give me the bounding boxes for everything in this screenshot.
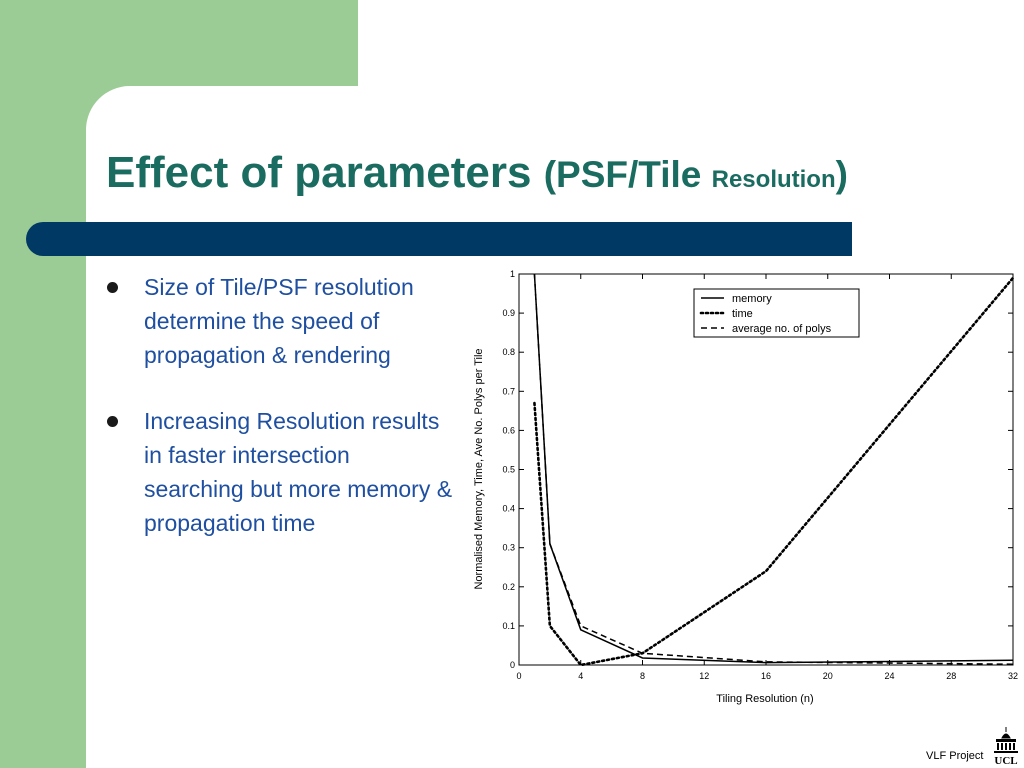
x-tick-label: 20 bbox=[823, 671, 833, 681]
title-underline-bar bbox=[26, 222, 852, 256]
x-tick-label: 0 bbox=[516, 671, 521, 681]
x-tick-label: 16 bbox=[761, 671, 771, 681]
ucl-logo: UCL bbox=[994, 727, 1018, 766]
x-tick-label: 24 bbox=[884, 671, 894, 681]
y-tick-label: 0.7 bbox=[502, 386, 515, 396]
x-tick-label: 4 bbox=[578, 671, 583, 681]
x-tick-label: 8 bbox=[640, 671, 645, 681]
bullet-list: Size of Tile/PSF resolution determine th… bbox=[104, 270, 454, 572]
title-paren-close: ) bbox=[835, 154, 848, 195]
y-tick-label: 0.5 bbox=[502, 465, 515, 475]
y-tick-label: 0.4 bbox=[502, 504, 515, 514]
y-tick-label: 0 bbox=[510, 660, 515, 670]
y-tick-label: 0.9 bbox=[502, 308, 515, 318]
y-tick-label: 0.8 bbox=[502, 347, 515, 357]
plot-area bbox=[518, 273, 1014, 666]
footer-text: VLF Project bbox=[926, 750, 984, 762]
x-tick-label: 32 bbox=[1008, 671, 1018, 681]
y-tick-label: 0.1 bbox=[502, 621, 515, 631]
bullet-item: Size of Tile/PSF resolution determine th… bbox=[104, 270, 454, 372]
title-main: Effect of parameters bbox=[106, 148, 544, 197]
series-line-time bbox=[533, 276, 1015, 667]
legend-label: memory bbox=[732, 293, 772, 305]
bullet-text: Increasing Resolution results in faster … bbox=[144, 408, 453, 536]
slide-title: Effect of parameters (PSF/Tile Resolutio… bbox=[106, 148, 848, 198]
y-tick-label: 0.3 bbox=[502, 543, 515, 553]
line-chart: Normalised Memory, Time, Ave No. Polys p… bbox=[473, 269, 1018, 705]
x-tick-label: 28 bbox=[946, 671, 956, 681]
y-tick-label: 1 bbox=[510, 269, 515, 279]
bullet-item: Increasing Resolution results in faster … bbox=[104, 404, 454, 540]
title-paren-open: (PSF/Tile bbox=[543, 154, 712, 195]
y-tick-label: 0.2 bbox=[502, 582, 515, 592]
legend-label: time bbox=[732, 308, 753, 320]
legend-label: average no. of polys bbox=[732, 323, 832, 335]
title-resolution: Resolution bbox=[711, 166, 836, 193]
series-line-average-no-of-polys bbox=[533, 273, 1014, 665]
green-left-strip bbox=[0, 0, 86, 768]
x-axis-label: Tiling Resolution (n) bbox=[716, 693, 813, 705]
ucl-logo-text: UCL bbox=[994, 755, 1017, 766]
x-tick-label: 12 bbox=[699, 671, 709, 681]
y-tick-label: 0.6 bbox=[502, 425, 515, 435]
bullet-dot-icon bbox=[107, 282, 118, 293]
y-axis-label: Normalised Memory, Time, Ave No. Polys p… bbox=[473, 348, 485, 589]
bullet-dot-icon bbox=[107, 416, 118, 427]
bullet-text: Size of Tile/PSF resolution determine th… bbox=[144, 274, 414, 368]
